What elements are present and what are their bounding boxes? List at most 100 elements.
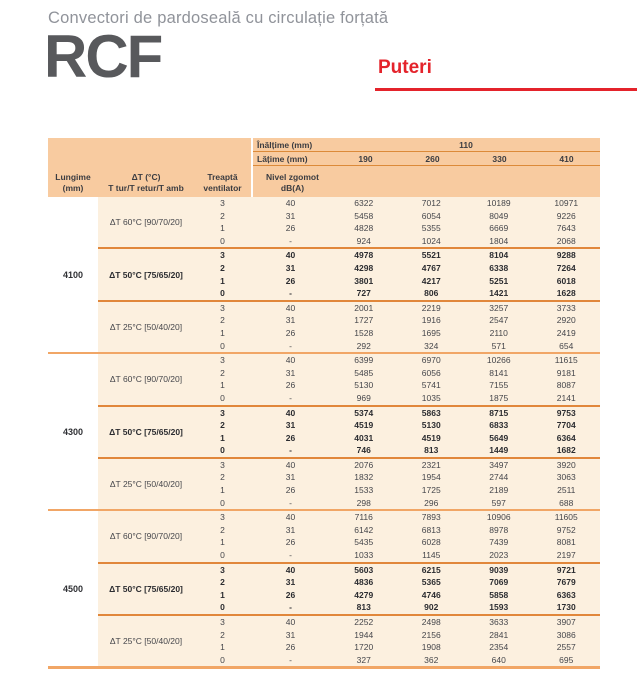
fan-speed-cell: 1 bbox=[220, 589, 225, 600]
power-value-cell: 5741 bbox=[421, 380, 441, 391]
noise-level-cell: 26 bbox=[285, 589, 296, 600]
col-header-lungime: Lungime (mm) bbox=[48, 172, 98, 197]
power-value-cell: 7155 bbox=[489, 380, 509, 391]
noise-level-cell: 31 bbox=[285, 577, 296, 588]
length-value: 4100 bbox=[48, 197, 98, 353]
delta-t-block: ΔT 25°C [50/40/20] 3 40 2001 2219 3257 3733 2 31… bbox=[98, 299, 600, 353]
power-value-cell: 1682 bbox=[556, 445, 576, 456]
power-value-cell: 3920 bbox=[556, 459, 576, 470]
power-value-cell: 2001 bbox=[354, 302, 374, 313]
power-value-cell: 597 bbox=[491, 497, 506, 508]
power-value-cell: 2156 bbox=[421, 629, 441, 640]
noise-level-cell: 26 bbox=[285, 537, 296, 548]
power-value-cell: 1628 bbox=[556, 288, 576, 299]
fan-speed-cell: 0 bbox=[220, 497, 225, 508]
power-value-cell: 1730 bbox=[556, 602, 576, 613]
power-value-cell: 298 bbox=[356, 497, 371, 508]
col-header-delta-t-line2: T tur/T retur/T amb bbox=[108, 182, 184, 193]
length-group: 4100 ΔT 60°C [90/70/20] 3 40 6322 7012 10189 10… bbox=[48, 197, 600, 355]
power-value-cell: 5458 bbox=[354, 210, 374, 221]
table-body: 4100 ΔT 60°C [90/70/20] 3 40 6322 7012 10189 10… bbox=[48, 197, 600, 670]
power-value-cell: 3086 bbox=[556, 629, 576, 640]
table-row: 0 - 292 324 571 654 bbox=[194, 340, 600, 353]
fan-speed-cell: 1 bbox=[220, 380, 225, 391]
fan-speed-cell: 1 bbox=[220, 432, 225, 443]
power-value-cell: 6028 bbox=[421, 537, 441, 548]
fan-speed-cell: 0 bbox=[220, 340, 225, 351]
power-value-cell: 5251 bbox=[489, 275, 509, 286]
power-value-cell: 3497 bbox=[489, 459, 509, 470]
power-value-cell: 9039 bbox=[489, 564, 509, 575]
power-value-cell: 1528 bbox=[354, 327, 374, 338]
power-value-cell: 8715 bbox=[489, 407, 509, 418]
noise-level-cell: 31 bbox=[285, 472, 296, 483]
table-row: 0 - 746 813 1449 1682 bbox=[194, 444, 600, 457]
delta-t-block: ΔT 50°C [75/65/20] 3 40 4978 5521 8104 9288 2 31… bbox=[98, 247, 600, 299]
delta-t-rows: 3 40 6399 6970 10266 11615 2 31 5485 6056 8141 9181… bbox=[194, 354, 600, 404]
power-value-cell: 4828 bbox=[354, 223, 374, 234]
power-value-cell: 1720 bbox=[354, 642, 374, 653]
noise-level-cell: 40 bbox=[285, 512, 296, 523]
power-value-cell: 6056 bbox=[421, 367, 441, 378]
power-value-cell: 10189 bbox=[486, 198, 511, 208]
col-header-lungime-line2: (mm) bbox=[62, 182, 84, 193]
power-value-cell: 727 bbox=[356, 288, 371, 299]
table-row: 1 26 4279 4746 5858 6363 bbox=[194, 589, 600, 602]
table-row: 2 31 1832 1954 2744 3063 bbox=[194, 471, 600, 484]
width-header-row: Lățime (mm) 190 260 330 410 bbox=[253, 152, 600, 166]
power-value-cell: 6363 bbox=[556, 589, 576, 600]
power-value-cell: 2354 bbox=[489, 642, 509, 653]
table-row: 1 26 3801 4217 5251 6018 bbox=[194, 275, 600, 288]
power-value-cell: 7069 bbox=[489, 577, 509, 588]
delta-t-label: ΔT 25°C [50/40/20] bbox=[109, 479, 183, 490]
delta-t-label: ΔT 50°C [75/65/20] bbox=[109, 269, 183, 280]
power-value-cell: 1727 bbox=[354, 315, 374, 326]
fan-speed-cell: 1 bbox=[220, 275, 225, 286]
power-value-cell: 8081 bbox=[556, 537, 576, 548]
noise-level-cell: - bbox=[289, 497, 292, 508]
delta-t-label: ΔT 60°C [90/70/20] bbox=[109, 217, 183, 228]
table-row: 2 31 5458 6054 8049 9226 bbox=[194, 210, 600, 223]
power-value-cell: 1024 bbox=[421, 235, 441, 246]
delta-t-block: ΔT 25°C [50/40/20] 3 40 2076 2321 3497 3920 2 31… bbox=[98, 456, 600, 509]
col-header-treapta: Treaptă ventilator bbox=[194, 172, 251, 197]
power-value-cell: 2498 bbox=[421, 617, 441, 627]
table-header-left: Lungime (mm) ΔT (°C) T tur/T retur/T amb… bbox=[48, 138, 253, 197]
power-value-cell: 4767 bbox=[421, 262, 441, 273]
power-value-cell: 2197 bbox=[556, 550, 576, 561]
fan-speed-cell: 1 bbox=[220, 327, 225, 338]
power-value-cell: 1593 bbox=[489, 602, 509, 613]
power-value-cell: 7012 bbox=[421, 198, 441, 208]
power-value-cell: 1908 bbox=[421, 642, 441, 653]
power-value-cell: 1725 bbox=[421, 485, 441, 496]
power-value-cell: 5863 bbox=[421, 407, 441, 418]
power-value-cell: 2219 bbox=[421, 302, 441, 313]
fan-speed-cell: 3 bbox=[220, 198, 225, 208]
power-value-cell: 5130 bbox=[354, 380, 374, 391]
delta-t-label: ΔT 50°C [75/65/20] bbox=[109, 583, 183, 594]
power-value-cell: 5485 bbox=[354, 367, 374, 378]
delta-t-block: ΔT 50°C [75/65/20] 3 40 5374 5863 8715 9753 2 31… bbox=[98, 404, 600, 457]
power-value-cell: 6322 bbox=[354, 198, 374, 208]
noise-level-cell: 26 bbox=[285, 327, 296, 338]
table-row: 3 40 2076 2321 3497 3920 bbox=[194, 459, 600, 472]
noise-level-cell: 31 bbox=[285, 524, 296, 535]
delta-t-label: ΔT 50°C [75/65/20] bbox=[109, 426, 183, 437]
power-value-cell: 5365 bbox=[421, 577, 441, 588]
table-row: 3 40 6322 7012 10189 10971 bbox=[194, 197, 600, 210]
noise-header-row: Nivel zgomot dB(A) bbox=[253, 166, 600, 197]
noise-level-cell: 31 bbox=[285, 629, 296, 640]
noise-level-cell: 40 bbox=[285, 250, 296, 261]
power-value-cell: 1944 bbox=[354, 629, 374, 640]
power-value-cell: 362 bbox=[424, 654, 439, 665]
col-header-lungime-line1: Lungime bbox=[55, 172, 91, 182]
col-header-noise: Nivel zgomot dB(A) bbox=[253, 166, 332, 197]
power-value-cell: 3063 bbox=[556, 472, 576, 483]
power-value-cell: 2557 bbox=[556, 642, 576, 653]
noise-level-cell: 40 bbox=[285, 302, 296, 313]
power-value-cell: 1954 bbox=[421, 472, 441, 483]
power-value-cell: 2920 bbox=[556, 315, 576, 326]
power-value-cell: 2023 bbox=[489, 550, 509, 561]
power-value-cell: 5435 bbox=[354, 537, 374, 548]
fan-speed-cell: 2 bbox=[220, 420, 225, 431]
